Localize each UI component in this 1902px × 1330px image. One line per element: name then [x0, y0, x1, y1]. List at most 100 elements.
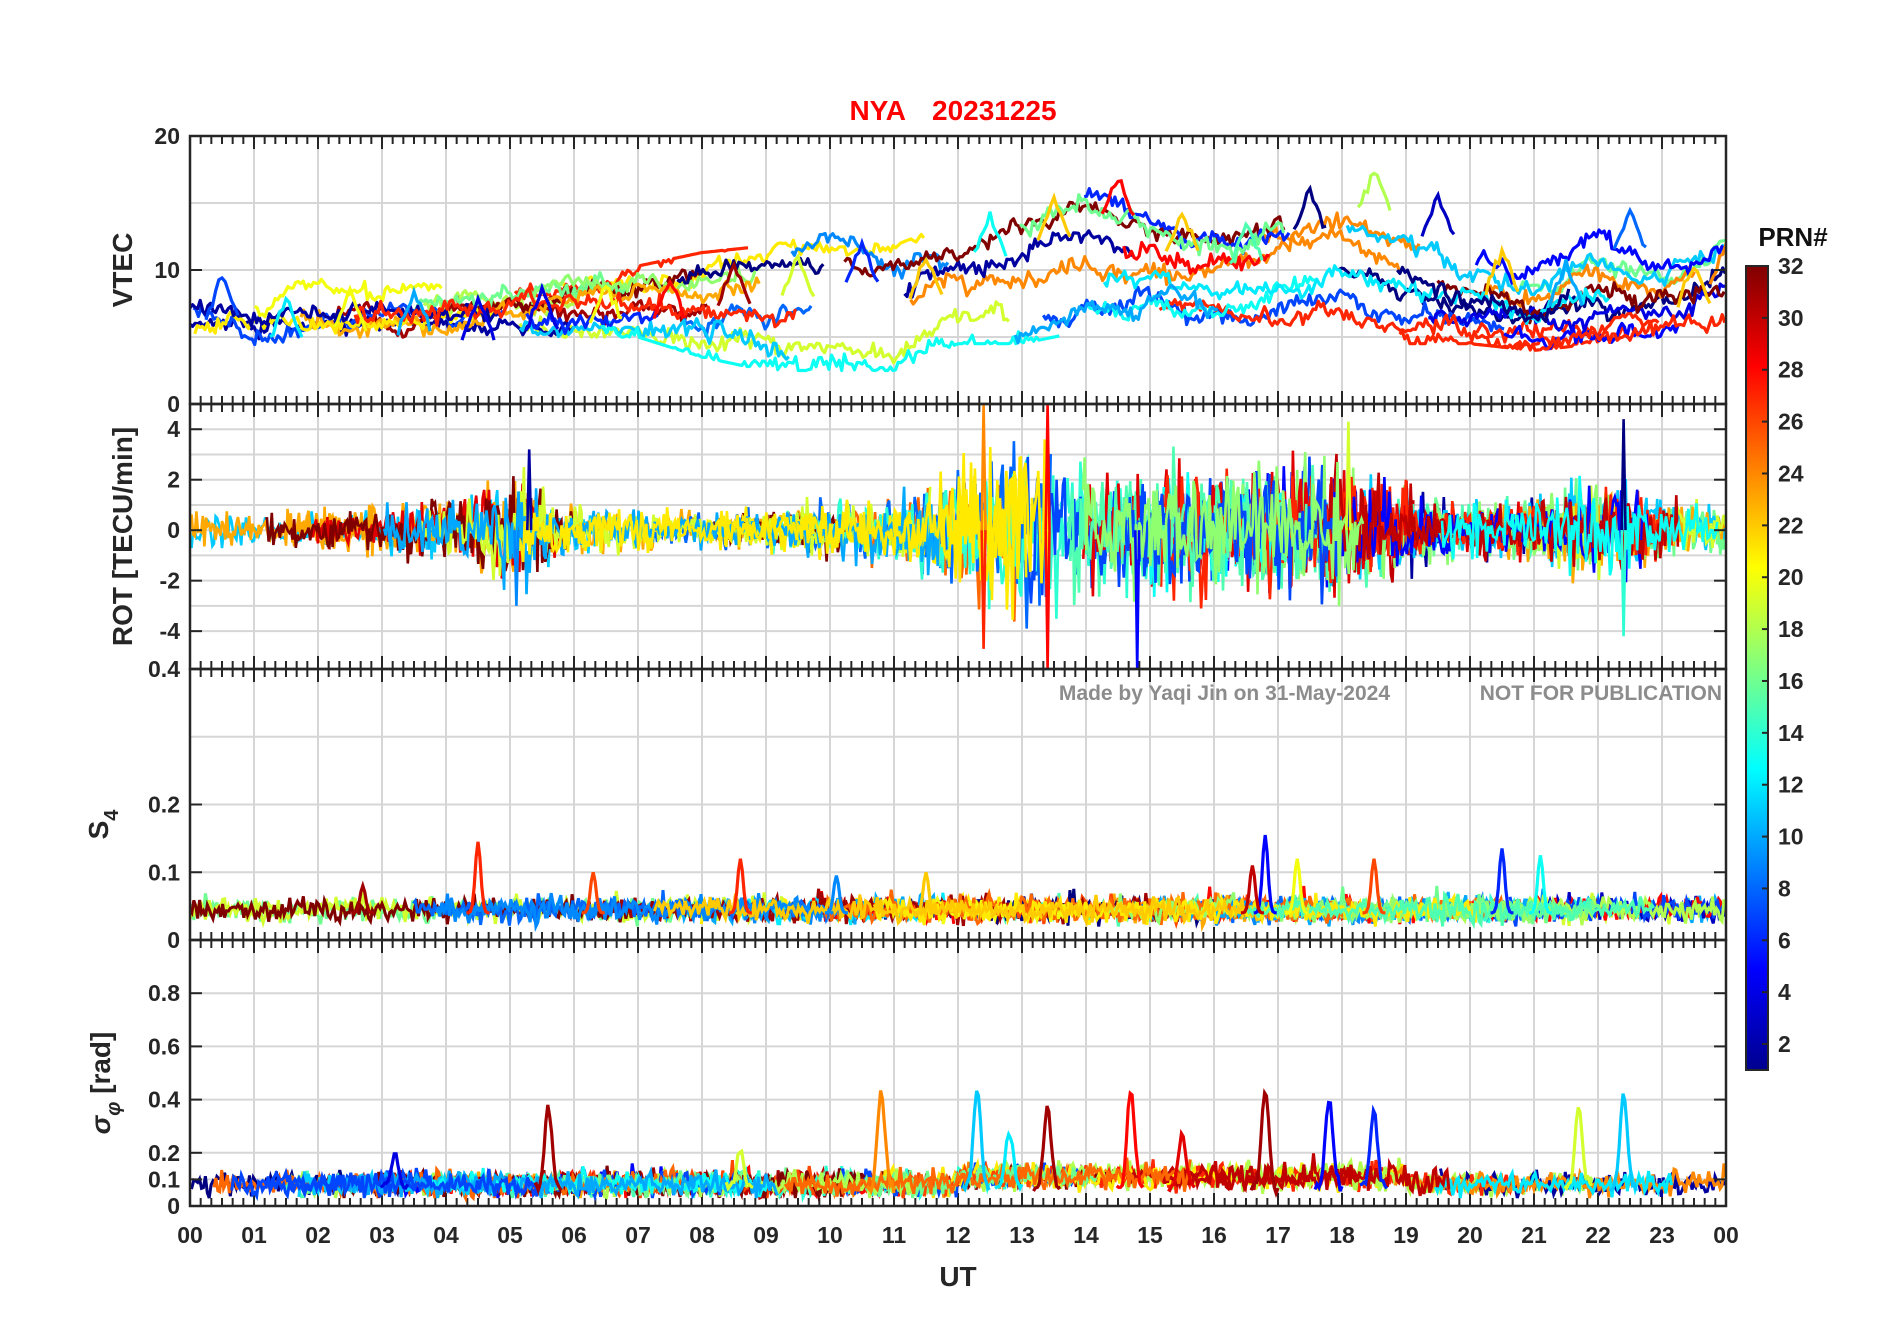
vtec-series-line: [1428, 282, 1726, 333]
x-tick-label: 15: [1137, 1222, 1163, 1248]
colorbar-tick-label: 20: [1778, 564, 1804, 590]
vtec-peak-line: [1708, 240, 1726, 285]
vtec-series-line: [299, 276, 761, 339]
sigma-spike: [961, 1090, 991, 1193]
y-tick-label: 0.2: [148, 792, 180, 818]
colorbar-tick-label: 24: [1778, 460, 1804, 486]
chart-title-station: NYA: [849, 95, 906, 126]
x-tick-label: 00: [1713, 1222, 1739, 1248]
colorbar-tick-label: 32: [1778, 253, 1804, 279]
colorbar-tick-label: 4: [1778, 979, 1791, 1005]
vtec-series-line: [192, 301, 505, 347]
vtec-series-line: [1158, 298, 1628, 351]
x-tick-label: 12: [945, 1222, 971, 1248]
colorbar-tick-label: 8: [1778, 875, 1791, 901]
sigma-spike: [1608, 1093, 1638, 1193]
x-tick-label: 05: [497, 1222, 523, 1248]
vtec-peak-line: [524, 282, 560, 332]
vtec-series-line: [1488, 263, 1696, 308]
colorbar-tick-label: 26: [1778, 409, 1804, 435]
y-axis-label: σφ [rad]: [85, 1032, 125, 1135]
s4-series-line: [190, 893, 634, 927]
x-axis-label: UT: [939, 1261, 976, 1292]
sigma-spike: [1563, 1106, 1594, 1192]
vtec-series-line: [1013, 283, 1219, 345]
rot-spike: [980, 404, 987, 531]
s4-series-line: [1245, 890, 1656, 930]
rot-series-line: [1081, 457, 1365, 607]
x-tick-label: 01: [241, 1222, 267, 1248]
vtec-peak-line: [204, 275, 240, 321]
x-tick-label: 11: [882, 1222, 907, 1248]
colorbar-tick-label: 12: [1778, 772, 1804, 798]
vtec-peak-line: [1164, 211, 1200, 252]
x-tick-label: 17: [1265, 1222, 1291, 1248]
x-tick-label: 13: [1009, 1222, 1035, 1248]
vtec-peak-line: [1292, 184, 1327, 231]
y-tick-label: 0.2: [148, 1140, 180, 1166]
x-tick-label: 07: [625, 1222, 651, 1248]
vtec-peak-line: [269, 295, 304, 338]
vtec-peak-line: [972, 211, 1008, 257]
vtec-series-line: [1019, 193, 1286, 264]
x-tick-label: 21: [1521, 1222, 1547, 1248]
panel-frame: [188, 938, 1728, 1208]
x-tick-label: 00: [177, 1222, 203, 1248]
vtec-peak-line: [1612, 206, 1647, 250]
colorbar-tick-label: 10: [1778, 824, 1804, 850]
panel-rot: 4 2 0 -2 -4 ROT [TECU/min]: [107, 402, 1728, 671]
s4-spike: [1528, 855, 1552, 915]
vtec-peak-line: [780, 252, 816, 298]
sigma-spike: [379, 1152, 410, 1190]
vtec-peak-line: [332, 284, 368, 332]
x-tick-label: 19: [1393, 1222, 1419, 1248]
y-tick-label: -4: [160, 618, 181, 644]
vtec-peak-line: [844, 237, 880, 283]
vtec-series-line: [1122, 240, 1271, 275]
vtec-peak-line: [652, 278, 687, 320]
sigma-spike: [1249, 1088, 1280, 1199]
sigma-spike: [1313, 1100, 1344, 1192]
y-tick-label: 2: [167, 467, 180, 493]
s4-series-line: [434, 892, 843, 933]
sigma-spike: [1167, 1128, 1196, 1193]
series-layer: [190, 171, 1726, 373]
vtec-series-line: [1345, 224, 1725, 297]
series-layer: [190, 1088, 1726, 1204]
vtec-peak-line: [1356, 171, 1392, 211]
vtec-peak-line: [1036, 192, 1072, 241]
s4-spike: [1240, 865, 1264, 915]
sigma-spike: [1032, 1105, 1062, 1192]
rot-spike: [526, 449, 533, 531]
rot-spike: [1044, 404, 1051, 531]
y-tick-label: 10: [154, 257, 180, 283]
y-tick-label: 0.4: [148, 1087, 180, 1113]
vtec-series-line: [903, 229, 1134, 299]
vtec-series-line: [353, 286, 797, 329]
y-tick-label: 0.1: [148, 1166, 180, 1192]
colorbar-tick-label: 2: [1778, 1031, 1791, 1057]
vtec-series-line: [1503, 321, 1680, 351]
rot-spike: [1620, 419, 1627, 531]
watermark-author: Made by Yaqi Jin on 31-May-2024: [1059, 682, 1390, 705]
y-axis-label: S4: [83, 809, 123, 840]
y-tick-label: 0.1: [148, 859, 180, 885]
panel-sigma-phi: 00.10.2 0.4 0.6 0.8 σφ [rad]: [85, 938, 1728, 1219]
s4-spike: [351, 880, 375, 915]
x-tick-label: 06: [561, 1222, 587, 1248]
y-tick-label: 0: [167, 927, 180, 953]
sigma-spike: [724, 1148, 754, 1192]
sigma-spike: [994, 1129, 1024, 1193]
colorbar-tick-label: 18: [1778, 616, 1804, 642]
x-tick-label: 08: [689, 1222, 715, 1248]
vtec-series-line: [600, 324, 1060, 373]
colorbar-tick-label: 6: [1778, 927, 1791, 953]
rot-spike: [1620, 530, 1627, 637]
vtec-series-line: [1041, 285, 1505, 333]
rot-spike: [980, 530, 987, 649]
sigma-spike: [1115, 1090, 1145, 1190]
vtec-peak-line: [908, 256, 944, 300]
vtec-peak-line: [1676, 266, 1712, 308]
